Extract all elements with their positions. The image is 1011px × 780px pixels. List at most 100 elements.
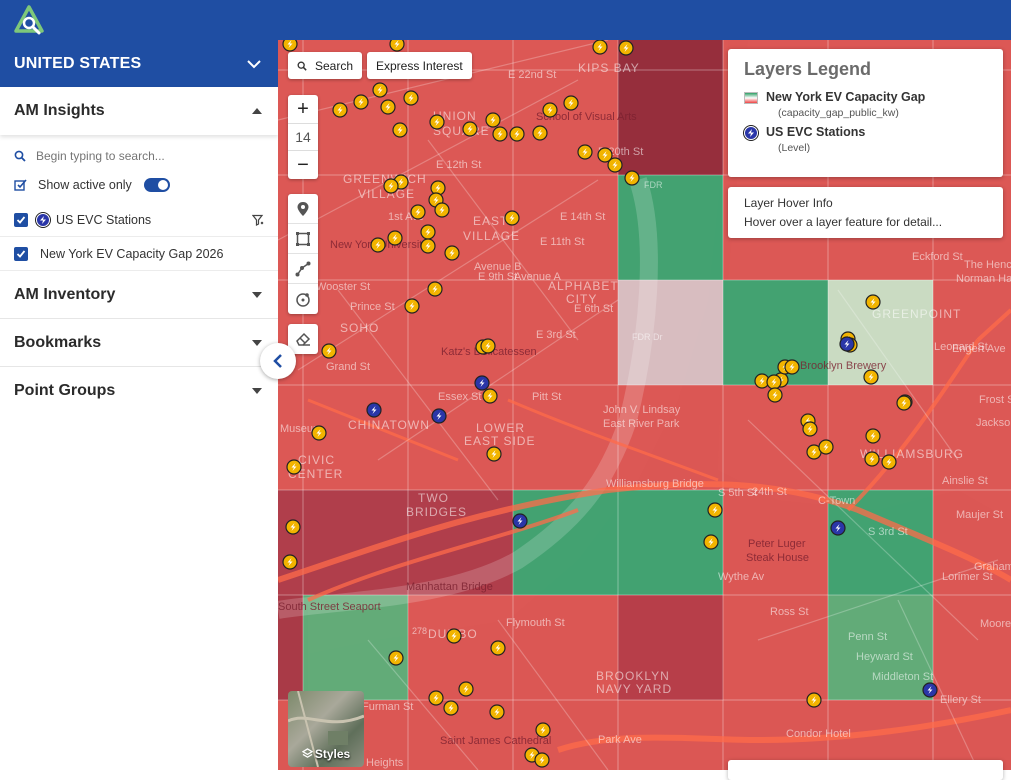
ev-station-marker[interactable] xyxy=(380,99,396,115)
express-interest-button[interactable]: Express Interest xyxy=(367,52,472,79)
ev-station-marker[interactable] xyxy=(372,82,388,98)
ev-station-marker[interactable] xyxy=(286,459,302,475)
ev-station-marker[interactable] xyxy=(592,40,608,55)
ev-station-marker[interactable] xyxy=(462,121,478,137)
dcfc-station-marker[interactable] xyxy=(474,375,490,391)
ev-station-marker[interactable] xyxy=(282,554,298,570)
ev-station-marker[interactable] xyxy=(865,428,881,444)
ev-station-marker[interactable] xyxy=(577,144,593,160)
ev-station-marker[interactable] xyxy=(482,388,498,404)
ev-station-marker[interactable] xyxy=(865,294,881,310)
zoom-in-button[interactable]: + xyxy=(297,97,309,120)
map-search-button[interactable]: Search xyxy=(288,52,363,79)
circle-tool-button[interactable] xyxy=(288,284,318,314)
ev-station-marker[interactable] xyxy=(542,102,558,118)
ev-station-marker[interactable] xyxy=(434,202,450,218)
filter-icon[interactable] xyxy=(252,214,264,226)
ev-station-marker[interactable] xyxy=(389,40,405,52)
dcfc-station-marker[interactable] xyxy=(431,408,447,424)
collapse-sidebar-button[interactable] xyxy=(260,343,296,379)
section-am-inventory[interactable]: AM Inventory xyxy=(0,271,278,319)
zoom-out-button[interactable]: − xyxy=(297,153,309,176)
dcfc-station-marker[interactable] xyxy=(830,520,846,536)
ev-station-marker[interactable] xyxy=(444,245,460,261)
ev-station-marker[interactable] xyxy=(707,502,723,518)
ev-station-marker[interactable] xyxy=(404,298,420,314)
ev-station-marker[interactable] xyxy=(534,752,550,768)
app-logo-icon[interactable] xyxy=(12,4,46,36)
ev-station-marker[interactable] xyxy=(485,112,501,128)
ev-station-marker[interactable] xyxy=(321,343,337,359)
ev-station-marker[interactable] xyxy=(504,210,520,226)
map-canvas[interactable]: KIPS BAY School of Visual Arts UNION SQU… xyxy=(278,40,1011,770)
country-selector[interactable]: UNITED STATES xyxy=(0,40,278,87)
ev-station-marker[interactable] xyxy=(489,704,505,720)
ev-station-marker[interactable] xyxy=(392,122,408,138)
ev-station-marker[interactable] xyxy=(285,519,301,535)
ev-station-marker[interactable] xyxy=(443,700,459,716)
chevron-down-icon[interactable] xyxy=(244,54,264,74)
ev-station-marker[interactable] xyxy=(509,126,525,142)
ev-station-marker[interactable] xyxy=(429,114,445,130)
rectangle-tool-button[interactable] xyxy=(288,224,318,254)
dcfc-station-marker[interactable] xyxy=(922,682,938,698)
ev-station-marker[interactable] xyxy=(766,374,782,390)
ev-station-marker[interactable] xyxy=(383,178,399,194)
ev-station-marker[interactable] xyxy=(767,387,783,403)
ev-station-marker[interactable] xyxy=(490,640,506,656)
layer-checkbox-evc[interactable] xyxy=(14,212,28,227)
ev-station-marker[interactable] xyxy=(864,451,880,467)
ev-station-marker[interactable] xyxy=(863,369,879,385)
ev-station-marker[interactable] xyxy=(420,224,436,240)
collapse-caret-icon[interactable] xyxy=(252,108,262,114)
ev-station-marker[interactable] xyxy=(818,439,834,455)
ev-station-marker[interactable] xyxy=(427,281,443,297)
ev-station-marker[interactable] xyxy=(563,95,579,111)
ev-station-marker[interactable] xyxy=(896,395,912,411)
ev-station-marker[interactable] xyxy=(535,722,551,738)
ev-station-marker[interactable] xyxy=(703,534,719,550)
ev-station-marker[interactable] xyxy=(802,421,818,437)
section-am-insights[interactable]: AM Insights xyxy=(0,87,278,135)
ev-station-marker[interactable] xyxy=(881,454,897,470)
ev-station-layer[interactable] xyxy=(282,40,938,768)
polyline-tool-button[interactable] xyxy=(288,254,318,284)
eraser-tool-button[interactable] xyxy=(288,324,318,354)
ev-station-marker[interactable] xyxy=(420,238,436,254)
ev-station-marker[interactable] xyxy=(332,102,348,118)
map-basemap[interactable]: KIPS BAY School of Visual Arts UNION SQU… xyxy=(278,40,1011,770)
ev-station-marker[interactable] xyxy=(784,359,800,375)
show-active-toggle[interactable] xyxy=(143,178,170,192)
ev-station-marker[interactable] xyxy=(370,237,386,253)
ev-station-marker[interactable] xyxy=(486,446,502,462)
ev-station-marker[interactable] xyxy=(597,147,613,163)
ev-station-marker[interactable] xyxy=(387,230,403,246)
section-point-groups[interactable]: Point Groups xyxy=(0,367,278,415)
expand-caret-icon[interactable] xyxy=(252,291,262,298)
layer-checkbox-capacity-gap[interactable] xyxy=(14,246,28,261)
dcfc-station-marker[interactable] xyxy=(366,402,382,418)
dcfc-station-marker[interactable] xyxy=(512,513,528,529)
ev-station-marker[interactable] xyxy=(403,90,419,106)
ev-station-marker[interactable] xyxy=(624,170,640,186)
ev-station-marker[interactable] xyxy=(410,204,426,220)
section-bookmarks[interactable]: Bookmarks xyxy=(0,319,278,367)
ev-station-marker[interactable] xyxy=(428,690,444,706)
layer-search-input[interactable] xyxy=(36,149,236,163)
ev-station-marker[interactable] xyxy=(446,628,462,644)
expand-caret-icon[interactable] xyxy=(252,339,262,346)
ev-station-marker[interactable] xyxy=(492,126,508,142)
expand-caret-icon[interactable] xyxy=(252,388,262,394)
ev-station-marker[interactable] xyxy=(532,125,548,141)
ev-station-marker[interactable] xyxy=(388,650,404,666)
ev-station-marker[interactable] xyxy=(353,94,369,110)
ev-station-marker[interactable] xyxy=(458,681,474,697)
marker-tool-button[interactable] xyxy=(288,194,318,224)
ev-station-marker[interactable] xyxy=(618,40,634,56)
ev-station-marker[interactable] xyxy=(806,692,822,708)
basemap-styles-button[interactable]: Styles xyxy=(288,691,364,767)
ev-station-marker[interactable] xyxy=(480,338,496,354)
ev-station-marker[interactable] xyxy=(607,157,623,173)
ev-station-marker[interactable] xyxy=(282,40,298,52)
dcfc-station-marker[interactable] xyxy=(839,336,855,352)
